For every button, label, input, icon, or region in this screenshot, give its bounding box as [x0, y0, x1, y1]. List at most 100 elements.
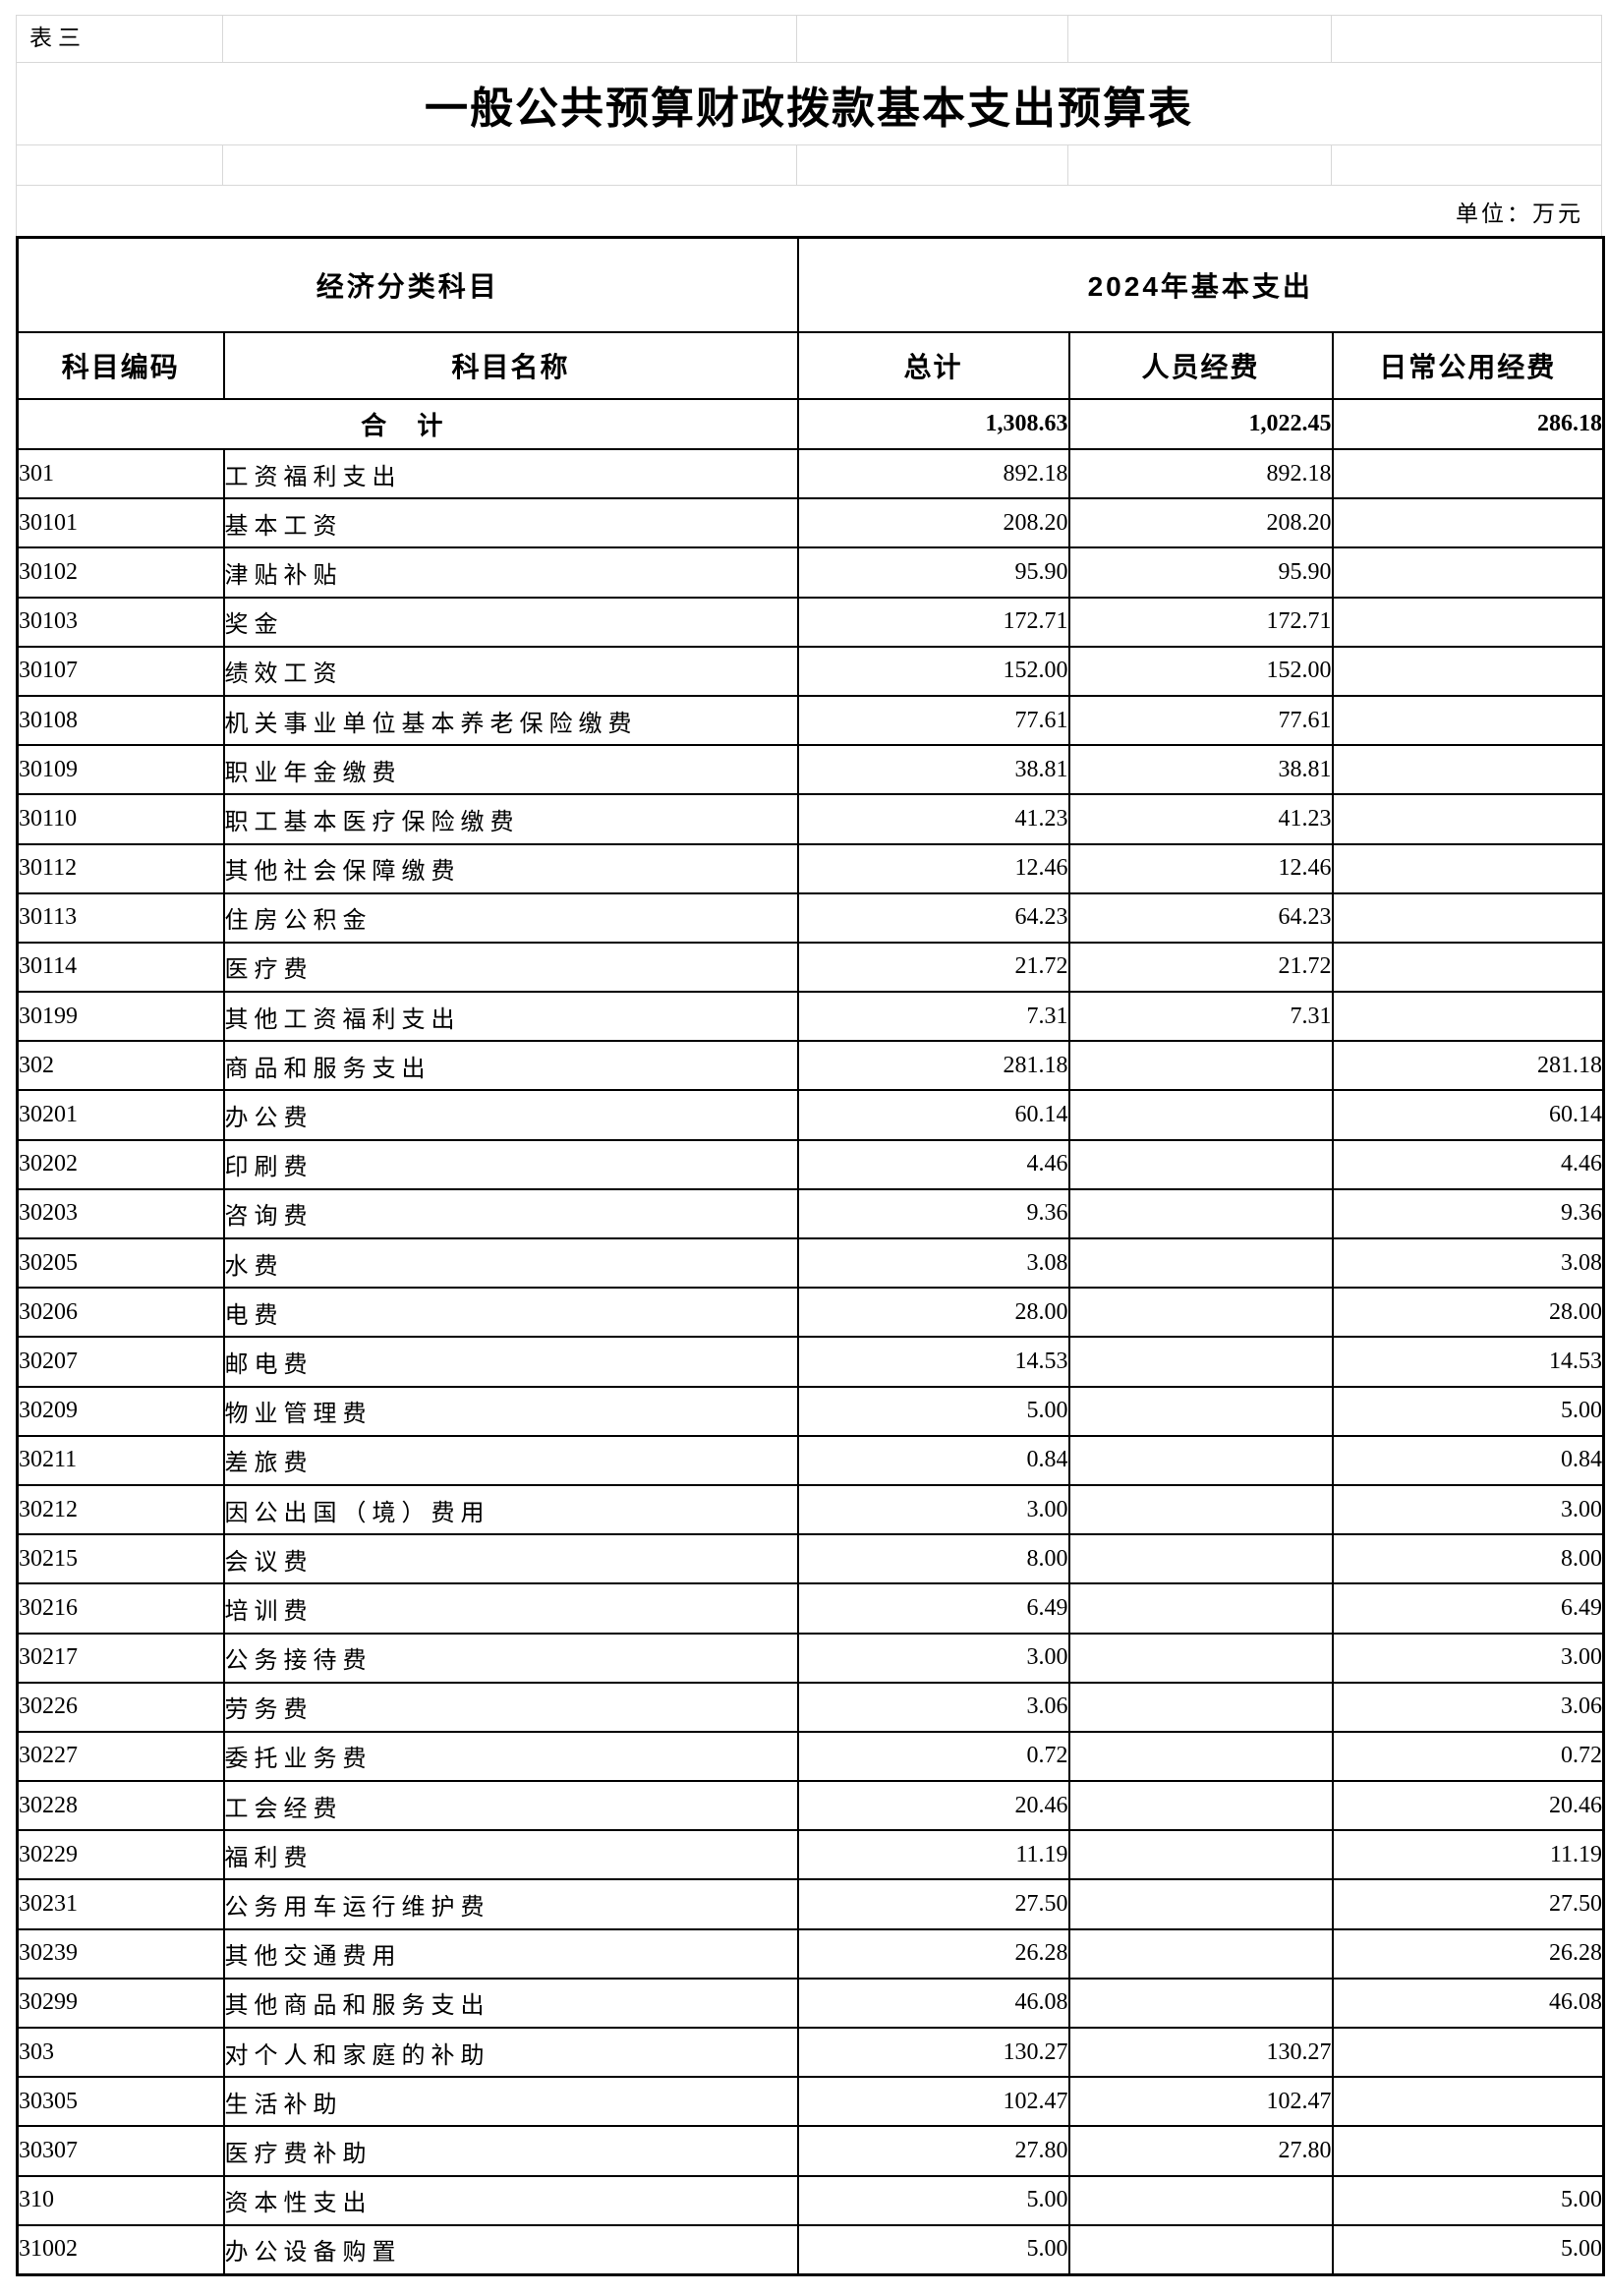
table-row: 30101 基本工资 208.20 208.20 [16, 497, 1605, 549]
personnel-funds-cell [1067, 1138, 1334, 1190]
personnel-funds-cell [1067, 1287, 1334, 1339]
daily-public-funds-cell: 3.00 [1331, 1632, 1605, 1684]
subject-code-cell: 30206 [16, 1287, 225, 1339]
subject-name-cell: 物业管理费 [222, 1385, 799, 1437]
total-cell: 130.27 [796, 2026, 1070, 2079]
table-row: 30205 水费 3.08 3.08 [16, 1236, 1605, 1290]
daily-public-funds-cell: 11.19 [1331, 1829, 1605, 1881]
total-cell: 0.72 [796, 1730, 1070, 1783]
sheet-label: 表三 [29, 26, 86, 50]
empty-cell [797, 145, 1068, 185]
table-row: 30108 机关事业单位基本养老保险缴费 77.61 77.61 [16, 694, 1605, 747]
group-header-economic-classification: 经济分类科目 [16, 236, 799, 333]
table-row: 302 商品和服务支出 281.18 281.18 [16, 1040, 1605, 1092]
daily-public-funds-cell: 27.50 [1331, 1878, 1605, 1930]
daily-public-funds-cell [1331, 2076, 1605, 2128]
subject-name-cell: 公务接待费 [222, 1632, 799, 1684]
subject-code-cell: 30114 [16, 941, 225, 994]
empty-cell [1068, 16, 1332, 62]
table-row: 31002 办公设备购置 5.00 5.00 [16, 2223, 1605, 2276]
subject-name-cell: 其他商品和服务支出 [222, 1977, 799, 2030]
total-cell: 20.46 [796, 1780, 1070, 1832]
total-cell: 5.00 [796, 2174, 1070, 2226]
table-row: 30228 工会经费 20.46 20.46 [16, 1780, 1605, 1832]
table-row: 30299 其他商品和服务支出 46.08 46.08 [16, 1977, 1605, 2030]
personnel-funds-cell: 95.90 [1067, 546, 1334, 599]
subject-name-cell: 生活补助 [222, 2076, 799, 2128]
total-cell: 3.08 [796, 1236, 1070, 1290]
personnel-funds-cell: 208.20 [1067, 497, 1334, 549]
subject-name-cell: 职业年金缴费 [222, 744, 799, 796]
subject-name-cell: 医疗费补助 [222, 2125, 799, 2177]
daily-public-funds-cell: 26.28 [1331, 1927, 1605, 1980]
column-header-subject-code: 科目编码 [16, 331, 225, 400]
subject-name-cell: 办公费 [222, 1089, 799, 1141]
daily-public-funds-cell [1331, 645, 1605, 697]
empty-cell [1332, 145, 1601, 185]
column-header-row: 科目编码 科目名称 总计 人员经费 日常公用经费 [16, 331, 1605, 400]
daily-public-funds-cell: 3.06 [1331, 1681, 1605, 1733]
grand-total-row: 合 计 1,308.63 1,022.45 286.18 [16, 398, 1605, 450]
empty-cell [797, 16, 1068, 62]
subject-name-cell: 因公出国（境）费用 [222, 1483, 799, 1536]
total-cell: 26.28 [796, 1927, 1070, 1980]
total-cell: 21.72 [796, 941, 1070, 994]
subject-code-cell: 30229 [16, 1829, 225, 1881]
subject-code-cell: 30102 [16, 546, 225, 599]
empty-cell [1332, 16, 1601, 62]
subject-code-cell: 31002 [16, 2223, 225, 2276]
total-cell: 12.46 [796, 842, 1070, 894]
subject-code-cell: 30207 [16, 1336, 225, 1388]
table-row: 30202 印刷费 4.46 4.46 [16, 1138, 1605, 1190]
subject-name-cell: 津贴补贴 [222, 546, 799, 599]
total-cell: 46.08 [796, 1977, 1070, 2030]
subject-code-cell: 30212 [16, 1483, 225, 1536]
subject-code-cell: 30199 [16, 991, 225, 1043]
grand-total-personnel: 1,022.45 [1067, 398, 1334, 450]
daily-public-funds-cell: 4.46 [1331, 1138, 1605, 1190]
personnel-funds-cell [1067, 1977, 1334, 2030]
subject-code-cell: 310 [16, 2174, 225, 2226]
daily-public-funds-cell: 5.00 [1331, 2174, 1605, 2226]
personnel-funds-cell [1067, 1336, 1334, 1388]
personnel-funds-cell: 21.72 [1067, 941, 1334, 994]
subject-code-cell: 30203 [16, 1187, 225, 1240]
unit-note-row: 单位：万元 [16, 185, 1602, 236]
empty-row [16, 144, 1602, 185]
personnel-funds-cell: 64.23 [1067, 891, 1334, 944]
subject-name-cell: 医疗费 [222, 941, 799, 994]
personnel-funds-cell [1067, 1533, 1334, 1585]
subject-code-cell: 30205 [16, 1236, 225, 1290]
daily-public-funds-cell: 6.49 [1331, 1582, 1605, 1635]
table-row: 30217 公务接待费 3.00 3.00 [16, 1632, 1605, 1684]
table-row: 30102 津贴补贴 95.90 95.90 [16, 546, 1605, 599]
personnel-funds-cell: 27.80 [1067, 2125, 1334, 2177]
total-cell: 5.00 [796, 1385, 1070, 1437]
daily-public-funds-cell: 8.00 [1331, 1533, 1605, 1585]
subject-code-cell: 30217 [16, 1632, 225, 1684]
table-row: 30110 职工基本医疗保险缴费 41.23 41.23 [16, 793, 1605, 845]
personnel-funds-cell: 102.47 [1067, 2076, 1334, 2128]
personnel-funds-cell [1067, 1632, 1334, 1684]
subject-name-cell: 机关事业单位基本养老保险缴费 [222, 694, 799, 747]
subject-name-cell: 邮电费 [222, 1336, 799, 1388]
daily-public-funds-cell [1331, 2125, 1605, 2177]
subject-name-cell: 住房公积金 [222, 891, 799, 944]
table-row: 30239 其他交通费用 26.28 26.28 [16, 1927, 1605, 1980]
daily-public-funds-cell [1331, 891, 1605, 944]
total-cell: 64.23 [796, 891, 1070, 944]
subject-name-cell: 电费 [222, 1287, 799, 1339]
group-header-row: 经济分类科目 2024年基本支出 [16, 236, 1605, 333]
total-cell: 892.18 [796, 447, 1070, 500]
total-cell: 3.00 [796, 1632, 1070, 1684]
page-title: 一般公共预算财政拨款基本支出预算表 [425, 84, 1193, 133]
daily-public-funds-cell [1331, 447, 1605, 500]
column-header-subject-name: 科目名称 [222, 331, 799, 400]
subject-code-cell: 30231 [16, 1878, 225, 1930]
personnel-funds-cell [1067, 1483, 1334, 1536]
total-cell: 28.00 [796, 1287, 1070, 1339]
subject-name-cell: 印刷费 [222, 1138, 799, 1190]
subject-code-cell: 302 [16, 1040, 225, 1092]
personnel-funds-cell [1067, 2223, 1334, 2276]
subject-name-cell: 工资福利支出 [222, 447, 799, 500]
